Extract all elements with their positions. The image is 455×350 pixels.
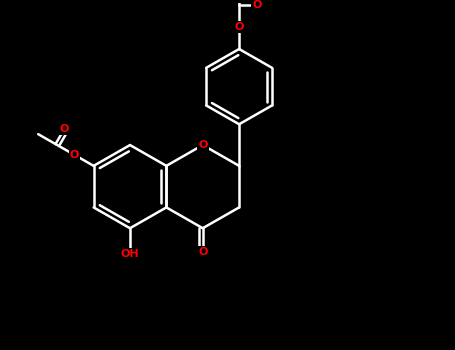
Text: O: O [70, 150, 79, 160]
Text: O: O [60, 124, 69, 134]
Text: OH: OH [121, 249, 139, 259]
Text: O: O [198, 140, 207, 150]
Text: O: O [198, 247, 207, 257]
Text: O: O [253, 0, 262, 10]
Text: O: O [234, 22, 244, 32]
